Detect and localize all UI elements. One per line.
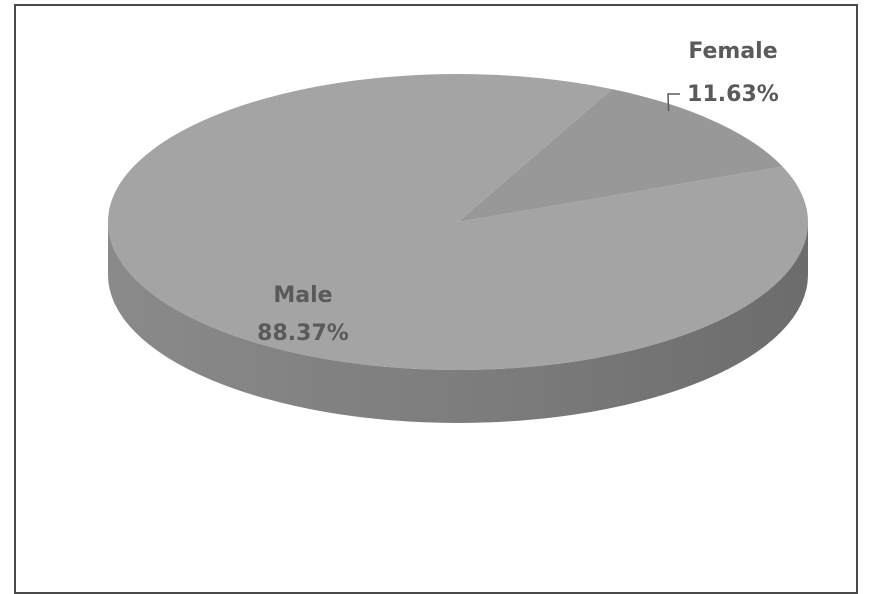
pie-slice-male — [107, 74, 808, 371]
pie-slice-female — [458, 89, 783, 222]
male-label-value: 88.37% — [257, 321, 349, 346]
female-label-name: Female — [688, 39, 777, 64]
pie-side-face — [108, 222, 808, 423]
male-label-name: Male — [273, 283, 332, 308]
female-label-value: 11.63% — [687, 82, 779, 107]
female-leader-line — [667, 93, 680, 112]
